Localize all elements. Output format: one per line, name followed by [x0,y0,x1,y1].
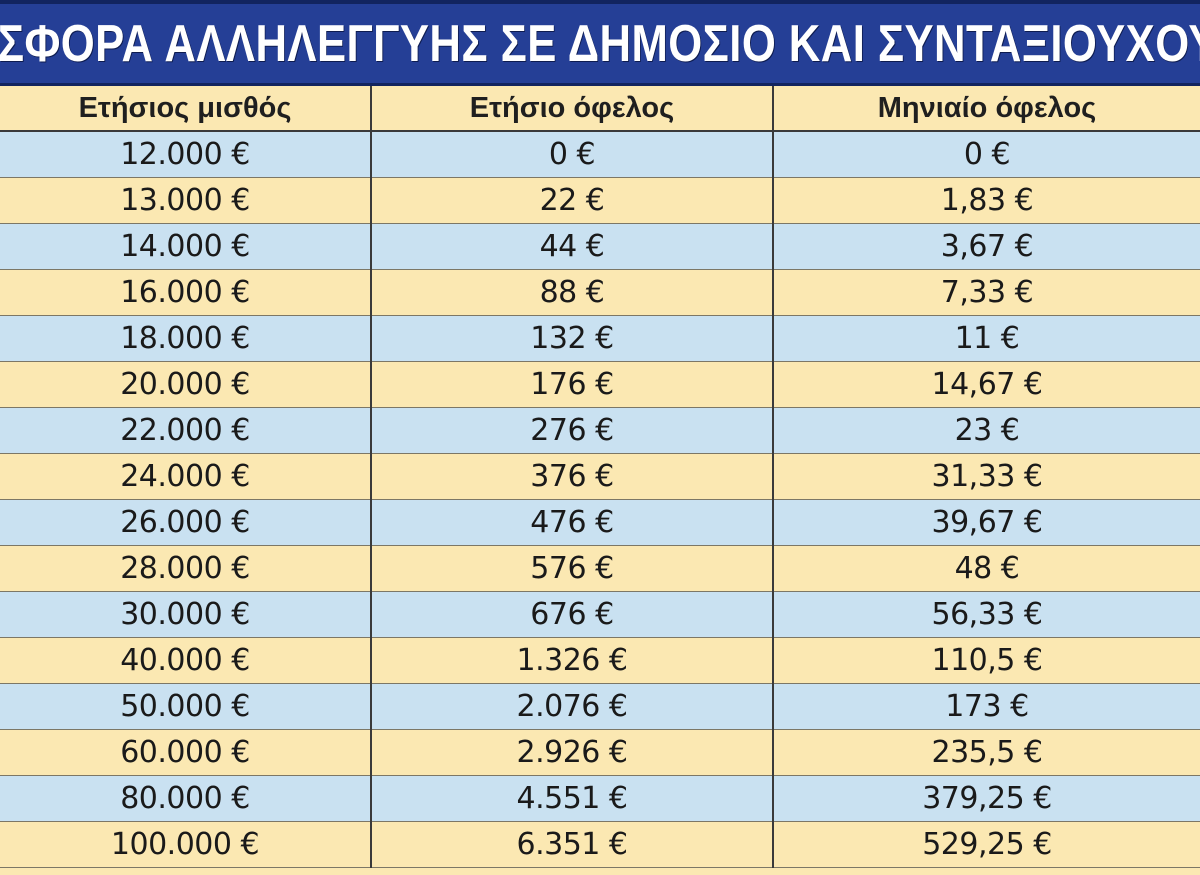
annual-benefit-cell: 132 € [371,315,774,362]
annual-benefit-cell: 6.351 € [371,821,774,868]
table-row: 22.000 €276 €23 € [0,407,1200,454]
annual-benefit-cell: 576 € [371,545,774,592]
table-row: 60.000 €2.926 €235,5 € [0,729,1200,776]
annual-benefit-cell: 276 € [371,407,774,454]
annual-benefit-cell: 2.076 € [371,683,774,730]
table-title: ΕΙΣΦΟΡΑ ΑΛΛΗΛΕΓΓΥΗΣ ΣΕ ΔΗΜΟΣΙΟ ΚΑΙ ΣΥΝΤΑ… [0,14,1200,73]
annual-salary-cell: 16.000 € [0,269,372,316]
table-row: 16.000 €88 €7,33 € [0,269,1200,316]
annual-salary-cell: 40.000 € [0,637,372,684]
table-row: 50.000 €2.076 €173 € [0,683,1200,730]
monthly-benefit-cell: 23 € [773,407,1200,454]
column-header-annual-salary: Ετήσιος μισθός [0,86,372,132]
annual-benefit-cell: 22 € [371,177,774,224]
annual-benefit-cell: 476 € [371,499,774,546]
monthly-benefit-cell: 1,83 € [773,177,1200,224]
monthly-benefit-cell: 14,67 € [773,361,1200,408]
annual-salary-cell: 50.000 € [0,683,372,730]
table-row: 20.000 €176 €14,67 € [0,361,1200,408]
table-row: 24.000 €376 €31,33 € [0,453,1200,500]
annual-benefit-cell: 1.326 € [371,637,774,684]
table-row: 40.000 €1.326 €110,5 € [0,637,1200,684]
annual-benefit-cell: 176 € [371,361,774,408]
annual-salary-cell: 60.000 € [0,729,372,776]
annual-benefit-cell: 4.551 € [371,775,774,822]
annual-benefit-cell: 44 € [371,223,774,270]
header-row: Ετήσιος μισθός Ετήσιο όφελος Μηνιαίο όφε… [0,86,1200,132]
column-header-monthly-benefit: Μηνιαίο όφελος [773,86,1200,132]
annual-salary-cell: 28.000 € [0,545,372,592]
monthly-benefit-cell: 0 € [773,131,1200,178]
annual-salary-cell: 24.000 € [0,453,372,500]
annual-salary-cell: 22.000 € [0,407,372,454]
annual-salary-cell: 18.000 € [0,315,372,362]
table-row: 12.000 €0 €0 € [0,131,1200,178]
monthly-benefit-cell: 529,25 € [773,821,1200,868]
table-row: 14.000 €44 €3,67 € [0,223,1200,270]
annual-benefit-cell: 0 € [371,131,774,178]
title-bar: ΕΙΣΦΟΡΑ ΑΛΛΗΛΕΓΓΥΗΣ ΣΕ ΔΗΜΟΣΙΟ ΚΑΙ ΣΥΝΤΑ… [0,0,1200,86]
annual-benefit-cell: 676 € [371,591,774,638]
column-header-annual-benefit: Ετήσιο όφελος [371,86,774,132]
annual-benefit-cell: 2.926 € [371,729,774,776]
annual-salary-cell: 100.000 € [0,821,372,868]
monthly-benefit-cell: 11 € [773,315,1200,362]
table-row: 80.000 €4.551 €379,25 € [0,775,1200,822]
table-row: 26.000 €476 €39,67 € [0,499,1200,546]
table-row: 28.000 €576 €48 € [0,545,1200,592]
benefit-table: Ετήσιος μισθός Ετήσιο όφελος Μηνιαίο όφε… [0,86,1200,868]
monthly-benefit-cell: 48 € [773,545,1200,592]
monthly-benefit-cell: 235,5 € [773,729,1200,776]
table-body: 12.000 €0 €0 €13.000 €22 €1,83 €14.000 €… [0,131,1200,868]
annual-benefit-cell: 88 € [371,269,774,316]
table-row: 13.000 €22 €1,83 € [0,177,1200,224]
annual-benefit-cell: 376 € [371,453,774,500]
annual-salary-cell: 14.000 € [0,223,372,270]
monthly-benefit-cell: 3,67 € [773,223,1200,270]
table-row: 100.000 €6.351 €529,25 € [0,821,1200,868]
monthly-benefit-cell: 31,33 € [773,453,1200,500]
annual-salary-cell: 80.000 € [0,775,372,822]
table-row: 18.000 €132 €11 € [0,315,1200,362]
monthly-benefit-cell: 56,33 € [773,591,1200,638]
monthly-benefit-cell: 39,67 € [773,499,1200,546]
annual-salary-cell: 20.000 € [0,361,372,408]
annual-salary-cell: 12.000 € [0,131,372,178]
monthly-benefit-cell: 110,5 € [773,637,1200,684]
monthly-benefit-cell: 7,33 € [773,269,1200,316]
annual-salary-cell: 30.000 € [0,591,372,638]
monthly-benefit-cell: 173 € [773,683,1200,730]
table-row: 30.000 €676 €56,33 € [0,591,1200,638]
annual-salary-cell: 13.000 € [0,177,372,224]
monthly-benefit-cell: 379,25 € [773,775,1200,822]
annual-salary-cell: 26.000 € [0,499,372,546]
